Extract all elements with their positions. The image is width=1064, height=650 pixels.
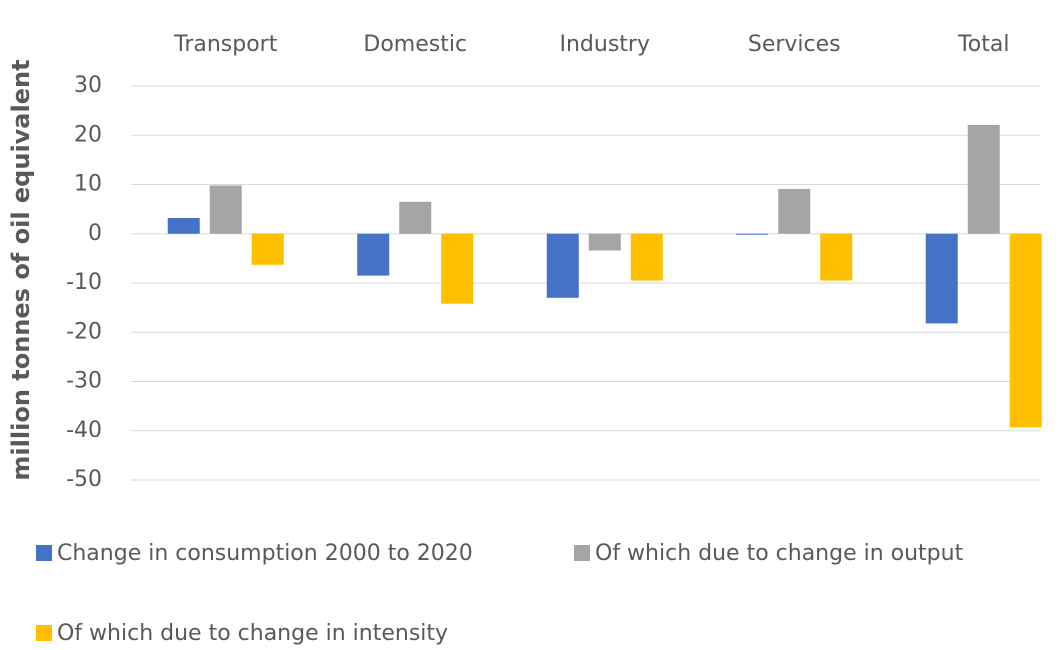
bar <box>357 233 390 276</box>
bar <box>441 233 474 304</box>
bar <box>209 185 242 234</box>
y-tick-label: 0 <box>88 221 102 246</box>
bar <box>820 233 853 281</box>
y-tick-label: 30 <box>74 73 102 98</box>
bar <box>630 233 663 281</box>
bar <box>546 233 579 298</box>
bar <box>399 201 432 234</box>
legend-label: Of which due to change in output <box>595 541 964 566</box>
legend-label: Of which due to change in intensity <box>57 621 448 646</box>
bar <box>251 233 284 265</box>
y-tick-label: 10 <box>74 172 102 197</box>
bar <box>167 217 200 234</box>
y-tick-label: -20 <box>66 319 102 344</box>
bar <box>925 233 958 324</box>
bar <box>778 188 811 234</box>
x-tick-label: Services <box>748 32 841 57</box>
legend-label: Change in consumption 2000 to 2020 <box>57 541 473 566</box>
y-tick-label: -40 <box>66 418 102 443</box>
y-tick-label: -30 <box>66 369 102 394</box>
bar <box>1009 233 1042 428</box>
y-tick-label: 20 <box>74 122 102 147</box>
x-tick-label: Domestic <box>363 32 467 57</box>
legend-swatch <box>574 545 590 561</box>
y-axis-title: million tonnes of oil equivalent <box>7 59 35 480</box>
x-tick-label: Total <box>957 32 1009 57</box>
y-tick-label: -50 <box>66 467 102 492</box>
bar <box>967 124 1000 234</box>
bar <box>588 233 621 251</box>
x-tick-label: Industry <box>560 32 651 57</box>
bar <box>736 233 769 235</box>
legend-swatch <box>36 545 52 561</box>
x-tick-label: Transport <box>173 32 278 57</box>
legend-swatch <box>36 625 52 641</box>
y-tick-label: -10 <box>66 270 102 295</box>
